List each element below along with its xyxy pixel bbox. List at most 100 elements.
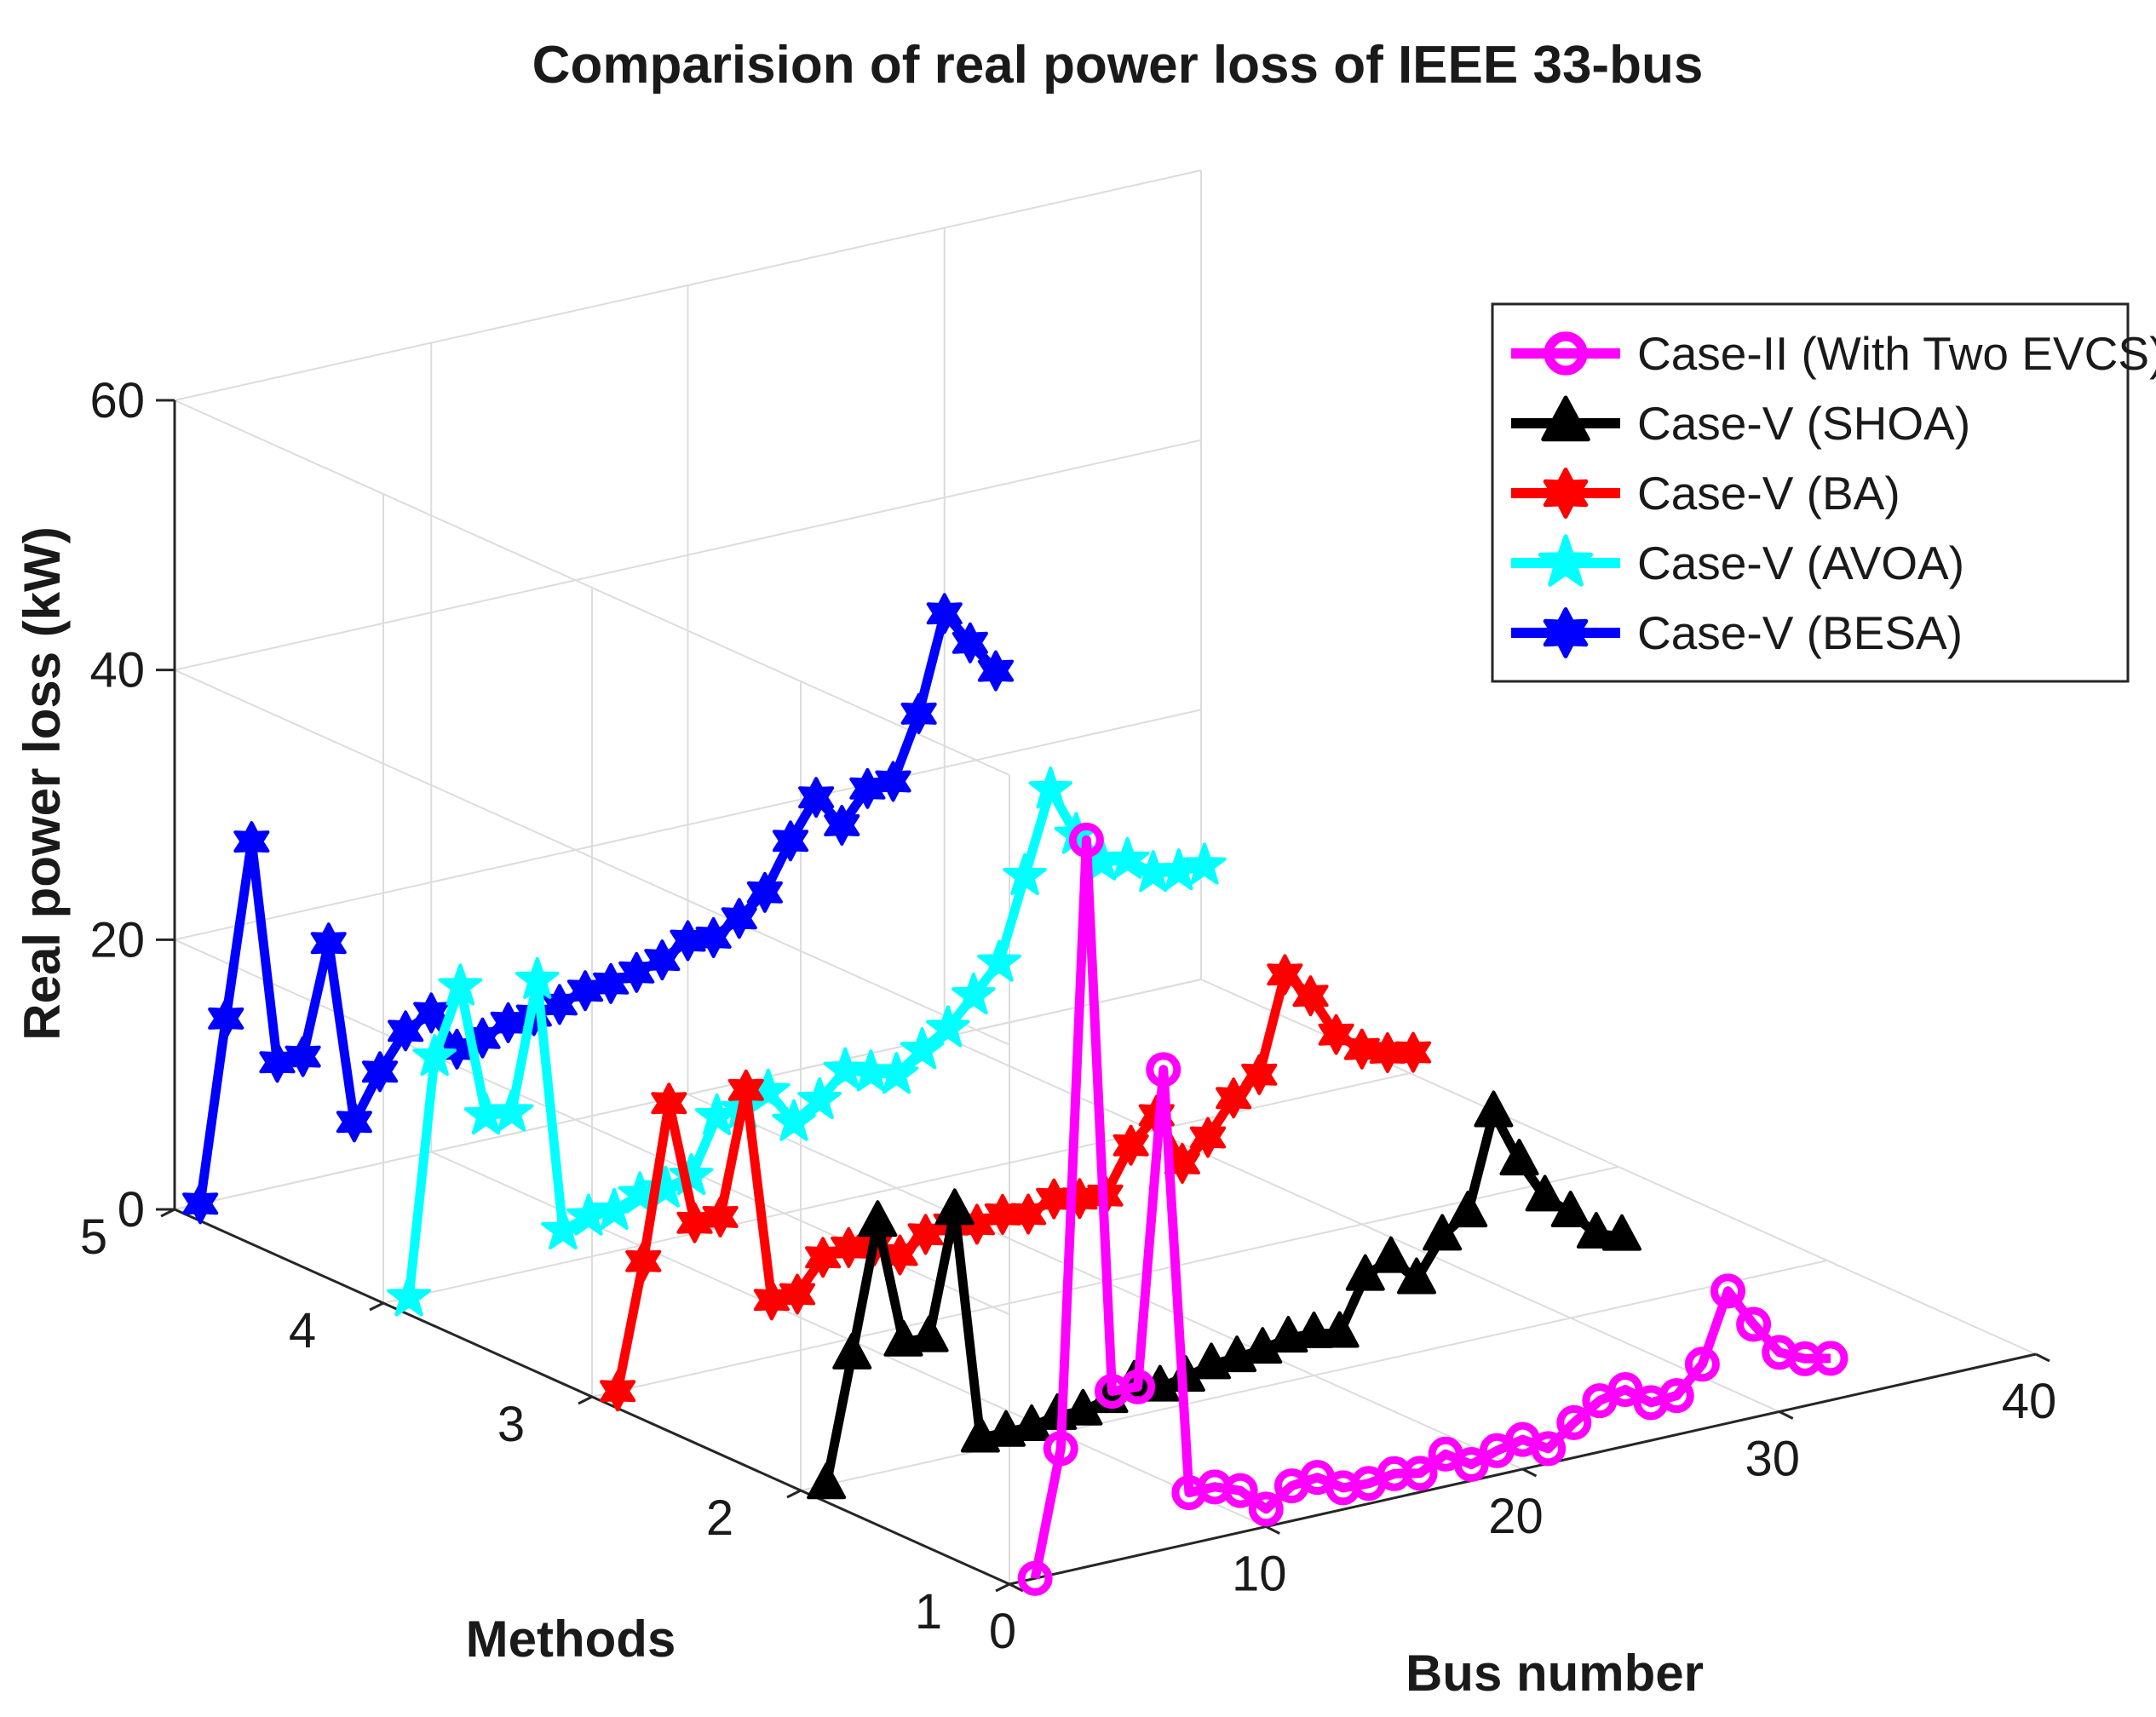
- data-point: [1684, 1347, 1720, 1382]
- data-point: [858, 1200, 898, 1238]
- data-point: [1146, 1052, 1181, 1088]
- data-point: [1105, 836, 1150, 879]
- x-axis-label: Bus number: [1406, 1645, 1704, 1702]
- legend-label: Case-V (BA): [1637, 467, 1900, 520]
- y-tick: [786, 1489, 802, 1499]
- data-point: [618, 951, 655, 993]
- data-point: [1813, 1341, 1848, 1376]
- data-point: [1189, 1117, 1227, 1158]
- legend-item: Case-V (BA): [1511, 467, 1900, 520]
- legend-label: Case-V (BESA): [1637, 606, 1963, 659]
- z-tick-label: 0: [118, 1182, 145, 1238]
- data-point: [651, 1082, 687, 1124]
- data-point: [1343, 1028, 1380, 1070]
- data-point: [977, 939, 1021, 982]
- x-tick: [1265, 1525, 1280, 1535]
- legend-marker: [1543, 607, 1589, 658]
- data-point: [208, 997, 244, 1039]
- data-point: [233, 821, 270, 863]
- data-point: [336, 1101, 372, 1143]
- data-point: [807, 1462, 847, 1500]
- data-point: [1248, 1491, 1284, 1527]
- x-tick-label: 20: [1488, 1489, 1544, 1544]
- y-tick-label: 3: [497, 1397, 525, 1452]
- series-line: [612, 969, 1414, 1393]
- data-point: [1394, 1031, 1432, 1073]
- data-point: [1531, 1431, 1567, 1467]
- z-axis-label: Real power loss (kW): [14, 526, 71, 1040]
- data-point: [1017, 1560, 1053, 1596]
- data-point: [702, 1196, 739, 1238]
- data-point: [489, 1089, 534, 1132]
- data-point: [823, 1047, 867, 1089]
- data-point: [1402, 1456, 1438, 1491]
- grid-line: [174, 399, 1010, 776]
- data-point: [1453, 1447, 1489, 1482]
- data-point: [1550, 1191, 1590, 1227]
- x-tick: [2035, 1352, 2050, 1363]
- x-tick-label: 30: [1745, 1432, 1800, 1487]
- data-point: [1222, 1473, 1258, 1508]
- data-point: [1241, 1054, 1278, 1095]
- data-point: [797, 1077, 842, 1119]
- data-point: [1607, 1372, 1643, 1407]
- legend-marker: [1541, 395, 1590, 442]
- y-tick-label: 2: [706, 1490, 733, 1546]
- data-point: [848, 1049, 894, 1092]
- data-point: [1003, 853, 1047, 895]
- data-point: [1294, 1311, 1334, 1348]
- y-tick-label: 5: [80, 1209, 107, 1265]
- data-point: [1120, 1369, 1156, 1404]
- data-point: [1371, 1236, 1411, 1273]
- grid-line: [174, 669, 1010, 1046]
- data-point: [310, 922, 347, 964]
- data-point: [909, 1315, 949, 1352]
- data-point: [934, 1188, 975, 1226]
- data-point: [721, 898, 757, 939]
- data-point: [832, 1332, 872, 1370]
- legend: Case-II (With Two EVCS) Case-V (SHOA) Case…: [1491, 302, 2156, 683]
- legend-marker: [1538, 534, 1594, 587]
- y-tick-label: 4: [289, 1303, 316, 1358]
- data-point: [952, 622, 988, 663]
- legend-label: Case-II (With Two EVCS): [1637, 327, 2156, 380]
- series-1: [1017, 822, 1848, 1596]
- grid-line: [174, 439, 1202, 671]
- data-point: [1043, 1431, 1078, 1467]
- data-point: [1397, 1257, 1436, 1295]
- data-point: [1318, 1014, 1354, 1055]
- data-point: [824, 805, 860, 846]
- y-axis-label: Methods: [466, 1611, 676, 1668]
- legend-marker: [1543, 468, 1589, 519]
- data-point: [926, 1005, 970, 1048]
- data-point: [1010, 1193, 1047, 1235]
- legend-label: Case-V (SHOA): [1637, 397, 1970, 450]
- x-tick-label: 10: [1232, 1547, 1287, 1602]
- x-tick-label: 0: [989, 1604, 1016, 1659]
- data-point: [1028, 767, 1072, 809]
- grid-line: [174, 979, 1202, 1210]
- data-point: [1216, 1077, 1252, 1119]
- series-2: [807, 1090, 1641, 1500]
- data-point: [874, 1052, 919, 1094]
- legend-label: Case-V (AVOA): [1637, 537, 1964, 589]
- data-point: [1319, 1311, 1360, 1348]
- z-tick-label: 60: [89, 373, 145, 428]
- data-point: [361, 1051, 399, 1093]
- data-point: [900, 692, 937, 734]
- data-point: [727, 1069, 764, 1111]
- grid-line: [382, 1072, 1411, 1304]
- data-point: [1710, 1273, 1745, 1309]
- data-point: [746, 871, 783, 913]
- series-4: [387, 767, 1227, 1317]
- y-tick: [369, 1301, 384, 1312]
- x-tick: [1009, 1582, 1024, 1593]
- data-point: [952, 972, 996, 1015]
- data-point: [1474, 1090, 1514, 1128]
- data-point: [1267, 954, 1303, 996]
- data-point: [1112, 1124, 1149, 1166]
- x-tick: [1779, 1410, 1794, 1420]
- data-point: [1736, 1306, 1772, 1342]
